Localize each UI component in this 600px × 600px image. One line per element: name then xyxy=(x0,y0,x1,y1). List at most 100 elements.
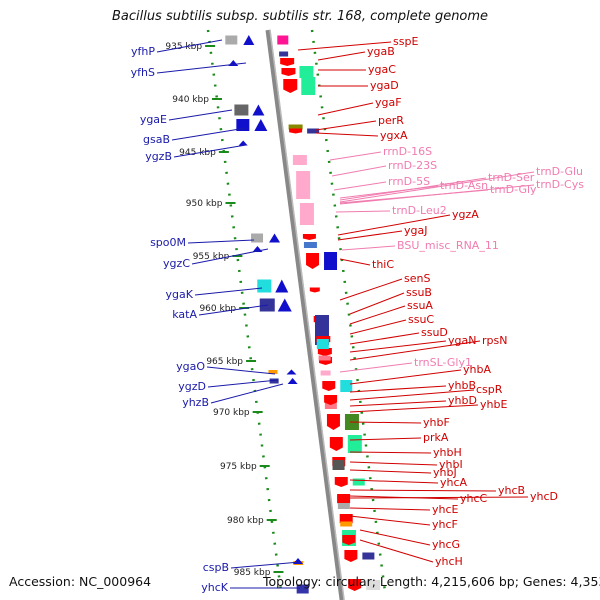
right-gene-label[interactable]: cspR xyxy=(476,383,503,396)
left-gene-label[interactable]: katA xyxy=(172,308,197,321)
right-gene-label[interactable]: ygaF xyxy=(375,96,402,109)
right-gene-label[interactable]: ssuA xyxy=(407,299,433,312)
right-strand-gene[interactable] xyxy=(324,395,338,405)
left-strand-gene[interactable] xyxy=(243,35,255,45)
rna-feature-label[interactable]: trnD-Cys xyxy=(536,178,584,191)
right-strand-gene[interactable] xyxy=(326,414,340,430)
left-strand-gene[interactable] xyxy=(268,370,278,374)
right-strand-gene[interactable] xyxy=(324,403,337,409)
right-strand-gene[interactable] xyxy=(289,128,303,134)
right-gene-label[interactable]: ygaC xyxy=(368,63,396,76)
right-strand-gene[interactable] xyxy=(277,35,289,45)
left-strand-gene[interactable] xyxy=(257,279,272,293)
right-gene-label[interactable]: ygxA xyxy=(380,129,408,142)
right-gene-label[interactable]: rpsN xyxy=(482,334,507,347)
left-strand-gene[interactable] xyxy=(286,369,297,375)
rna-feature-label[interactable]: rrnD-16S xyxy=(383,145,432,158)
rna-feature-label[interactable]: rrnD-5S xyxy=(388,175,430,188)
left-strand-gene[interactable] xyxy=(252,104,265,116)
rna-feature-label[interactable]: rrnD-23S xyxy=(388,159,437,172)
right-gene-label[interactable]: yhcE xyxy=(432,503,459,516)
right-gene-label[interactable]: yhcF xyxy=(432,518,458,531)
right-strand-gene[interactable] xyxy=(366,580,381,590)
right-strand-gene[interactable] xyxy=(340,380,353,392)
left-gene-label[interactable]: cspB xyxy=(203,561,229,574)
rna-feature-label[interactable]: trnD-Leu2 xyxy=(392,204,447,217)
right-strand-gene[interactable] xyxy=(283,79,298,93)
right-strand-gene[interactable] xyxy=(334,477,348,487)
right-strand-gene[interactable] xyxy=(306,253,320,269)
right-gene-label[interactable]: ygaJ xyxy=(404,224,427,237)
right-strand-gene[interactable] xyxy=(348,579,362,591)
left-strand-gene[interactable] xyxy=(277,298,292,312)
right-strand-gene[interactable] xyxy=(352,478,365,486)
rna-feature-label[interactable]: trnD-Glu xyxy=(536,165,583,178)
left-gene-label[interactable]: gsaB xyxy=(143,133,170,146)
left-gene-label[interactable]: yhcK xyxy=(201,581,229,594)
right-gene-label[interactable]: ygaD xyxy=(370,79,399,92)
right-strand-gene[interactable] xyxy=(292,155,307,165)
right-gene-label[interactable]: yhcH xyxy=(435,555,463,568)
right-strand-gene[interactable] xyxy=(280,58,295,66)
rna-feature-label[interactable]: trnD-Ser xyxy=(488,171,535,184)
left-gene-label[interactable]: ygzC xyxy=(163,257,190,270)
right-gene-label[interactable]: yhbE xyxy=(480,398,507,411)
right-gene-label[interactable]: yhbH xyxy=(433,446,462,459)
right-strand-gene[interactable] xyxy=(316,339,329,349)
right-gene-label[interactable]: yhbB xyxy=(448,379,476,392)
right-gene-label[interactable]: yhcB xyxy=(498,484,525,497)
right-strand-gene[interactable] xyxy=(322,381,336,391)
left-strand-gene[interactable] xyxy=(225,35,238,45)
right-strand-gene[interactable] xyxy=(307,128,320,134)
rna-feature-label[interactable]: trnD-Gly xyxy=(490,183,537,196)
left-gene-label[interactable]: ygzD xyxy=(178,380,206,393)
right-strand-gene[interactable] xyxy=(281,68,296,76)
right-strand-gene[interactable] xyxy=(318,355,331,361)
left-gene-label[interactable]: ygaE xyxy=(140,113,167,126)
right-gene-label[interactable]: sspE xyxy=(393,35,418,48)
right-strand-gene[interactable] xyxy=(302,234,316,240)
right-strand-gene[interactable] xyxy=(320,370,331,376)
right-gene-label[interactable]: yhbF xyxy=(423,416,450,429)
right-gene-label[interactable]: yhcG xyxy=(432,538,460,551)
left-strand-gene[interactable] xyxy=(234,104,249,116)
right-gene-label[interactable]: thiC xyxy=(372,258,394,271)
right-strand-gene[interactable] xyxy=(303,242,317,248)
right-strand-gene[interactable] xyxy=(279,51,289,57)
left-gene-label[interactable]: yfhS xyxy=(131,66,155,79)
right-strand-gene[interactable] xyxy=(324,252,338,270)
left-strand-gene[interactable] xyxy=(269,378,279,384)
left-gene-label[interactable]: spo0M xyxy=(150,236,186,249)
right-gene-label[interactable]: ygaN xyxy=(448,334,476,347)
right-strand-gene[interactable] xyxy=(296,171,311,199)
right-strand-gene[interactable] xyxy=(347,435,362,453)
right-strand-gene[interactable] xyxy=(299,66,314,78)
left-strand-gene[interactable] xyxy=(287,378,298,384)
left-strand-gene[interactable] xyxy=(296,584,309,594)
right-strand-gene[interactable] xyxy=(337,503,350,509)
left-gene-label[interactable]: yfhP xyxy=(131,45,155,58)
left-strand-gene[interactable] xyxy=(236,119,250,131)
right-gene-label[interactable]: yhbD xyxy=(448,394,477,407)
right-gene-label[interactable]: yhbA xyxy=(463,363,491,376)
right-gene-label[interactable]: yhcC xyxy=(460,492,488,505)
left-gene-label[interactable]: ygaO xyxy=(176,360,205,373)
left-strand-gene[interactable] xyxy=(269,233,281,243)
right-strand-gene[interactable] xyxy=(288,124,303,130)
right-gene-label[interactable]: yhbI xyxy=(439,458,463,471)
right-gene-label[interactable]: ssuD xyxy=(421,326,448,339)
left-gene-label[interactable]: yhzB xyxy=(182,396,209,409)
right-strand-gene[interactable] xyxy=(317,348,332,356)
right-strand-gene[interactable] xyxy=(344,550,358,562)
left-strand-gene[interactable] xyxy=(254,119,268,131)
left-gene-label[interactable]: ygzB xyxy=(145,150,172,163)
left-strand-gene[interactable] xyxy=(251,233,264,243)
right-gene-label[interactable]: senS xyxy=(404,272,430,285)
right-gene-label[interactable]: ygzA xyxy=(452,208,479,221)
right-strand-gene[interactable] xyxy=(329,437,343,451)
left-strand-gene[interactable] xyxy=(275,279,289,293)
rna-feature-label[interactable]: trnD-Asn xyxy=(440,179,488,192)
right-gene-label[interactable]: yhcD xyxy=(530,490,558,503)
right-strand-gene[interactable] xyxy=(301,77,316,95)
